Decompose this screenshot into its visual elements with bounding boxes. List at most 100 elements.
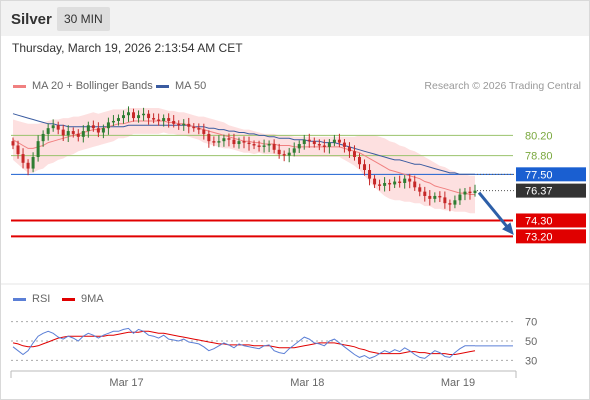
timeframe-button[interactable]: 30 MIN xyxy=(57,7,110,31)
candle-body xyxy=(373,178,377,185)
candle-body xyxy=(207,133,211,142)
candle-body xyxy=(192,126,196,129)
candle-body xyxy=(282,154,286,156)
legend-ma20-label: MA 20 + Bollinger Bands xyxy=(32,80,153,92)
candle-body xyxy=(337,139,341,143)
candle-body xyxy=(307,139,311,142)
last-price-label: 76.37 xyxy=(525,186,553,198)
candle-body xyxy=(438,195,442,198)
legend-rsi-ma: 9MA xyxy=(62,293,104,305)
candle-body xyxy=(91,125,95,129)
level-label-resistance: 78.80 xyxy=(525,151,553,163)
candle-body xyxy=(142,113,146,116)
candle-body xyxy=(71,131,75,134)
ma50-line xyxy=(12,113,475,175)
candle-body xyxy=(152,118,156,120)
candle-body xyxy=(121,115,125,119)
candle-body xyxy=(443,197,447,204)
candle-body xyxy=(56,125,60,130)
candle-body xyxy=(423,191,427,196)
candle-body xyxy=(262,145,266,147)
candle-body xyxy=(106,122,110,129)
candles xyxy=(11,106,477,212)
level-label-resistance: 80.20 xyxy=(525,130,553,142)
candle-body xyxy=(81,131,85,137)
ma20-swatch xyxy=(13,84,26,88)
candle-body xyxy=(197,128,201,130)
candle-body xyxy=(458,194,462,201)
candle-body xyxy=(388,182,392,185)
candle-body xyxy=(247,142,251,145)
candle-body xyxy=(217,141,221,143)
candle-body xyxy=(302,139,306,145)
candle-body xyxy=(352,151,356,158)
level-label-support: 73.20 xyxy=(525,231,553,243)
candle-body xyxy=(31,157,35,169)
candle-body xyxy=(21,154,25,163)
level-tag-support xyxy=(516,229,586,244)
level-tag-support xyxy=(516,213,586,228)
candle-body xyxy=(252,144,256,146)
candle-body xyxy=(403,178,407,183)
candle-body xyxy=(116,118,120,121)
candle-body xyxy=(101,128,105,133)
candle-body xyxy=(267,144,271,146)
candle-body xyxy=(127,112,130,116)
candle-body xyxy=(16,145,20,155)
candle-body xyxy=(342,142,346,147)
candle-body xyxy=(232,139,236,145)
rsi-level-label: 50 xyxy=(525,336,537,348)
candle-body xyxy=(272,144,276,150)
candle-body xyxy=(277,149,281,155)
candle-body xyxy=(137,115,141,119)
candle-body xyxy=(347,146,351,152)
candle-body xyxy=(41,133,45,142)
rsi-level-label: 70 xyxy=(525,317,537,329)
rsi-swatch xyxy=(13,297,26,301)
candle-body xyxy=(363,164,367,170)
candle-body xyxy=(418,187,422,192)
credit-text: Research © 2026 Trading Central xyxy=(424,80,581,92)
forecast-arrow-head xyxy=(502,222,514,235)
last-price-tag xyxy=(516,183,586,198)
candle-body xyxy=(187,123,191,127)
candle-body xyxy=(36,141,40,158)
candle-body xyxy=(463,191,467,195)
legend-rsi-label: RSI xyxy=(32,293,51,305)
candle-body xyxy=(317,144,321,146)
candle-body xyxy=(167,118,171,121)
candle-body xyxy=(111,120,115,123)
candle-body xyxy=(222,138,226,142)
legend-rsi-ma-label: 9MA xyxy=(81,293,104,305)
candle-body xyxy=(182,123,186,126)
legend-rsi: RSI xyxy=(13,293,50,305)
candle-body xyxy=(212,141,216,143)
legend-ma50-label: MA 50 xyxy=(175,80,207,92)
x-tick-label: Mar 19 xyxy=(441,377,475,389)
candle-body xyxy=(297,144,301,149)
candle-body xyxy=(468,191,472,194)
level-tag-pivot xyxy=(516,167,586,182)
candle-body xyxy=(312,141,316,145)
candle-body xyxy=(227,138,231,140)
bollinger-bands xyxy=(13,108,475,214)
level-label-support: 74.30 xyxy=(525,215,553,227)
candle-body xyxy=(162,118,166,121)
candle-body xyxy=(287,152,291,156)
forecast-arrow-shaft xyxy=(477,191,512,232)
ma50-swatch xyxy=(156,84,169,88)
candle-body xyxy=(257,145,261,147)
candle-body xyxy=(86,125,90,132)
candle-body xyxy=(408,178,412,182)
candle-body xyxy=(26,162,30,169)
candle-body xyxy=(202,129,206,134)
candle-body xyxy=(453,200,457,205)
candle-body xyxy=(378,184,382,186)
candle-body xyxy=(46,128,50,134)
candle-body xyxy=(448,203,452,205)
candle-body xyxy=(433,195,437,199)
candle-body xyxy=(76,133,80,137)
chart-header: Silver 30 MIN xyxy=(1,1,589,36)
candle-body xyxy=(368,170,372,179)
